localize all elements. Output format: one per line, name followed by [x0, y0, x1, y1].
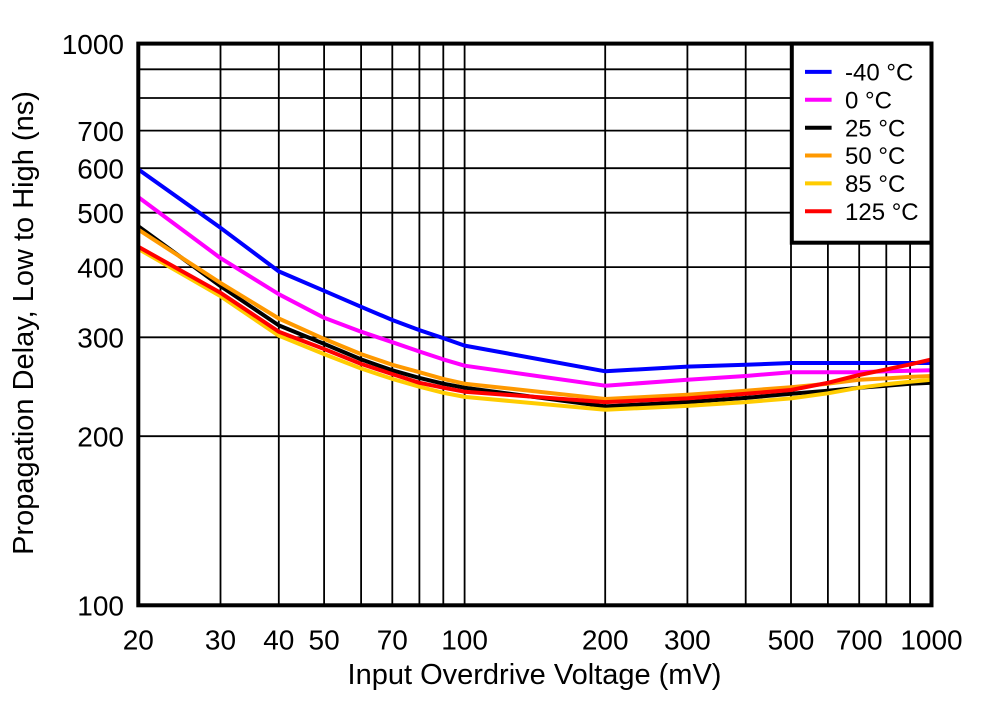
svg-text:600: 600 [77, 154, 124, 185]
svg-text:300: 300 [664, 624, 711, 655]
svg-text:50: 50 [309, 624, 340, 655]
svg-text:700: 700 [77, 116, 124, 147]
svg-text:20: 20 [123, 624, 154, 655]
svg-text:500: 500 [768, 624, 815, 655]
svg-text:-40 °C: -40 °C [845, 60, 913, 87]
svg-text:25 °C: 25 °C [845, 115, 905, 142]
svg-text:1000: 1000 [62, 29, 124, 60]
svg-text:Propagation Delay, Low to High: Propagation Delay, Low to High (ns) [8, 91, 40, 555]
svg-text:200: 200 [77, 422, 124, 453]
svg-text:100: 100 [77, 591, 124, 622]
svg-text:400: 400 [77, 252, 124, 283]
svg-text:100: 100 [441, 624, 488, 655]
svg-text:0 °C: 0 °C [845, 88, 892, 115]
svg-text:700: 700 [836, 624, 883, 655]
svg-text:70: 70 [377, 624, 408, 655]
svg-text:30: 30 [205, 624, 236, 655]
svg-text:85 °C: 85 °C [845, 171, 905, 198]
svg-text:Input Overdrive Voltage (mV): Input Overdrive Voltage (mV) [348, 659, 722, 691]
svg-text:40: 40 [263, 624, 294, 655]
svg-text:200: 200 [582, 624, 629, 655]
svg-text:300: 300 [77, 323, 124, 354]
svg-text:50 °C: 50 °C [845, 143, 905, 170]
svg-text:125 °C: 125 °C [845, 199, 919, 226]
svg-text:1000: 1000 [900, 624, 962, 655]
svg-text:500: 500 [77, 198, 124, 229]
